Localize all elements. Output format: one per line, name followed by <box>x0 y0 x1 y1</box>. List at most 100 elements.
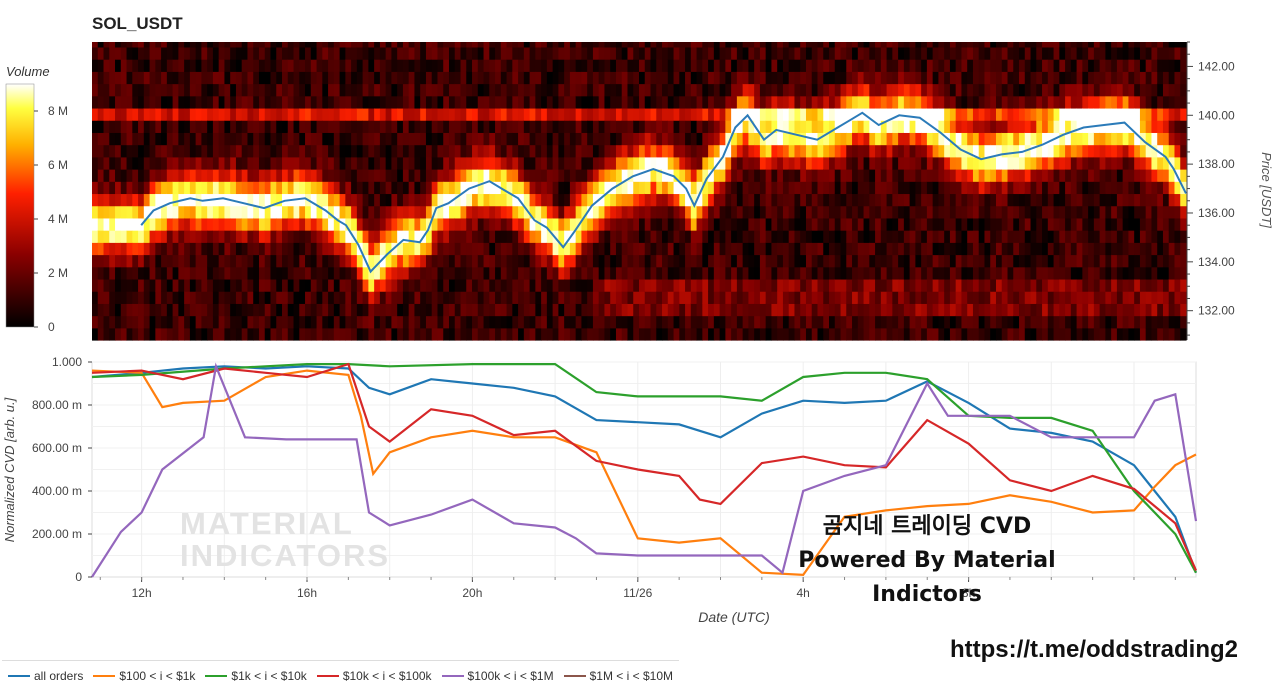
heatmap-cell <box>610 83 617 97</box>
heatmap-cell <box>1174 144 1181 158</box>
heatmap-cell <box>224 107 231 121</box>
heatmap-cell <box>506 278 513 292</box>
heatmap-cell <box>863 291 870 304</box>
heatmap-cell <box>500 46 508 60</box>
heatmap-cell <box>909 169 916 182</box>
heatmap-cell <box>241 59 249 72</box>
heatmap-cell <box>379 254 387 268</box>
legend-item[interactable]: $1M < i < $10M <box>563 669 673 683</box>
legend-item[interactable]: $1k < i < $10k <box>205 669 307 683</box>
heatmap-cell <box>241 95 249 109</box>
heatmap-cell <box>172 291 179 304</box>
heatmap-cell <box>1105 205 1112 219</box>
heatmap-cell <box>633 120 640 133</box>
heatmap-cell <box>1093 132 1101 146</box>
heatmap-cell <box>126 193 133 207</box>
heatmap-cell <box>1093 169 1101 182</box>
heatmap-cell <box>1076 193 1083 207</box>
heatmap-cell <box>926 42 934 48</box>
heatmap-cell <box>207 71 214 85</box>
heatmap-cell <box>627 42 634 48</box>
heatmap-cell <box>990 181 997 195</box>
heatmap-cell <box>909 278 916 292</box>
heatmap-cell <box>541 169 548 182</box>
heatmap-cell <box>529 205 536 219</box>
legend-item[interactable]: all orders <box>8 669 83 683</box>
heatmap-cell <box>1076 315 1083 329</box>
heatmap-cell <box>299 327 306 341</box>
price-tick-label: 138.00 <box>1198 157 1235 171</box>
heatmap-cell <box>805 266 813 280</box>
heatmap-cell <box>155 230 162 243</box>
heatmap-cell <box>489 132 496 146</box>
heatmap-cell <box>736 230 744 243</box>
heatmap-cell <box>224 242 231 256</box>
heatmap-cell <box>604 169 611 182</box>
heatmap-cell <box>351 291 358 304</box>
heatmap-cell <box>731 95 738 109</box>
heatmap <box>92 42 1187 341</box>
heatmap-cell <box>1024 59 1032 72</box>
heatmap-cell <box>253 291 260 304</box>
heatmap-cell <box>650 169 657 182</box>
heatmap-cell <box>443 169 450 182</box>
heatmap-cell <box>800 278 807 292</box>
legend-item[interactable]: $100 < i < $1k <box>93 669 195 683</box>
heatmap-cell <box>305 169 312 182</box>
heatmap-cell <box>1065 156 1072 170</box>
heatmap-cell <box>1162 95 1170 109</box>
colorbar-tick-label: 2 M <box>48 266 68 280</box>
heatmap-cell <box>598 230 606 243</box>
heatmap-cell <box>627 169 634 182</box>
heatmap-cell <box>863 230 870 243</box>
heatmap-cell <box>276 144 283 158</box>
heatmap-cell <box>627 303 634 317</box>
heatmap-cell <box>195 144 202 158</box>
heatmap-cell <box>731 266 738 280</box>
heatmap-cell <box>161 120 168 133</box>
heatmap-cell <box>1013 120 1020 133</box>
heatmap-cell <box>235 205 243 219</box>
heatmap-cell <box>178 59 185 72</box>
heatmap-cell <box>310 83 318 97</box>
heatmap-cell <box>1076 46 1083 60</box>
heatmap-cell <box>149 327 156 341</box>
heatmap-cell <box>385 71 393 85</box>
heatmap-cell <box>817 291 824 304</box>
heatmap-cell <box>224 266 231 280</box>
heatmap-cell <box>351 315 358 329</box>
legend-item[interactable]: $10k < i < $100k <box>316 669 432 683</box>
heatmap-cell <box>541 278 548 292</box>
heatmap-cell <box>1093 71 1101 85</box>
heatmap-cell <box>402 156 410 170</box>
heatmap-cell <box>241 205 249 219</box>
heatmap-cell <box>662 71 669 85</box>
heatmap-cell <box>921 71 928 85</box>
heatmap-cell <box>955 144 963 158</box>
heatmap-cell <box>92 42 99 48</box>
heatmap-cell <box>408 42 416 48</box>
heatmap-cell <box>817 95 824 109</box>
heatmap-cell <box>944 266 951 280</box>
heatmap-cell <box>938 278 945 292</box>
heatmap-cell <box>633 278 640 292</box>
heatmap-cell <box>685 120 692 133</box>
heatmap-cell <box>978 230 986 243</box>
telegram-link[interactable]: https://t.me/oddstrading2 <box>950 636 1238 663</box>
heatmap-cell <box>1019 181 1026 195</box>
heatmap-cell <box>523 95 531 109</box>
heatmap-cell <box>817 120 824 133</box>
heatmap-cell <box>575 193 583 207</box>
heatmap-cell <box>1093 278 1101 292</box>
heatmap-cell <box>748 291 755 304</box>
heatmap-cell <box>345 303 352 317</box>
heatmap-cell <box>126 254 133 268</box>
heatmap-cell <box>454 120 462 133</box>
heatmap-cell <box>771 217 778 231</box>
heatmap-cell <box>1047 169 1055 182</box>
heatmap-cell <box>385 107 393 121</box>
legend-item[interactable]: $100k < i < $1M <box>441 669 554 683</box>
heatmap-cell <box>852 59 859 72</box>
heatmap-cell <box>909 327 916 341</box>
heatmap-cell <box>1111 156 1118 170</box>
